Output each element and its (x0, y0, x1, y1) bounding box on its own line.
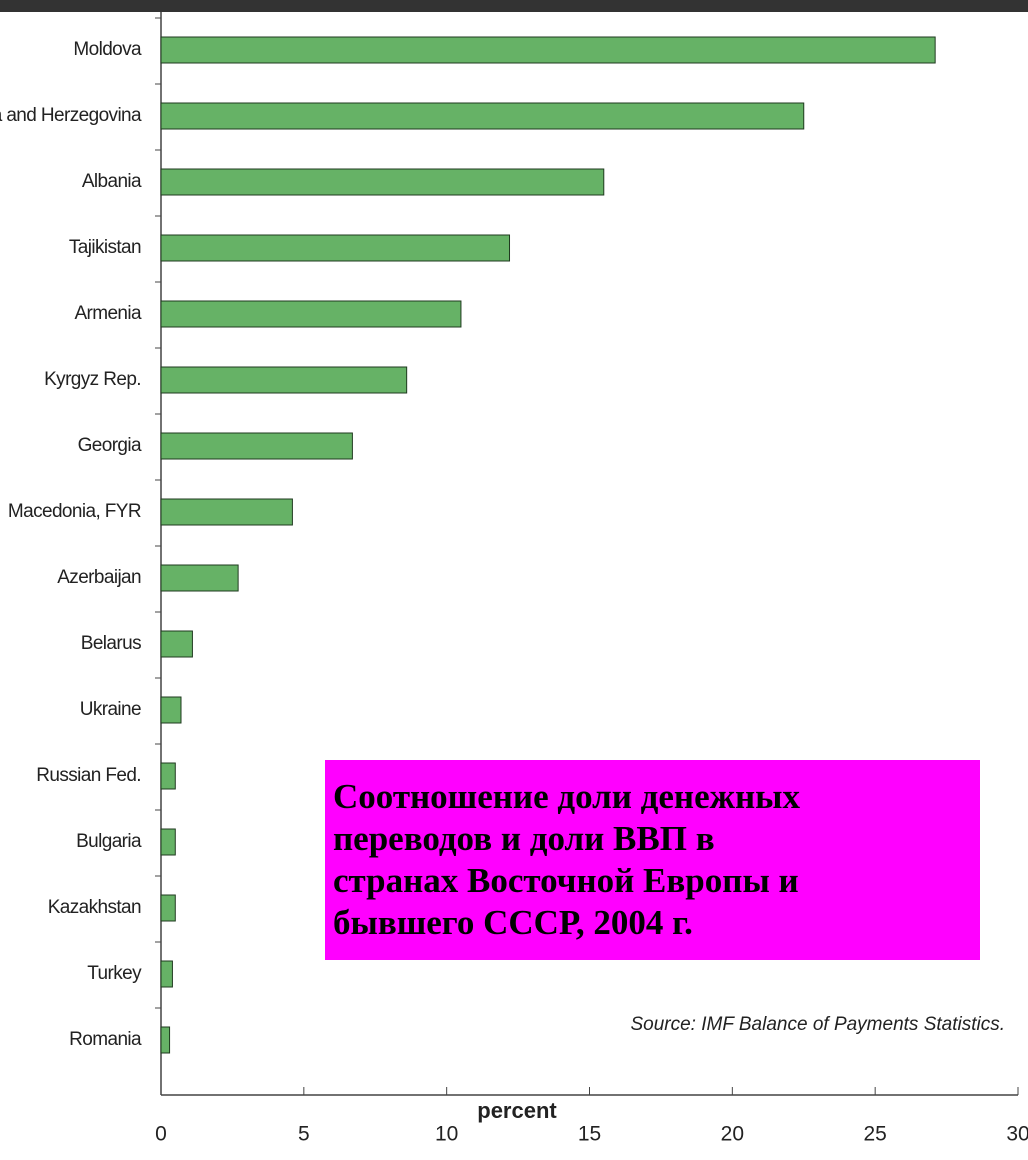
bar (160, 168, 605, 196)
y-tick-label: Ukraine (80, 699, 141, 720)
x-tick-label: 10 (435, 1123, 458, 1146)
y-tick-label: Albania (82, 171, 142, 192)
x-axis-label: percent (477, 1098, 557, 1123)
x-tick-label: 25 (863, 1123, 886, 1146)
bar (160, 894, 176, 922)
source: Source: IMF Balance of Payments Statisti… (630, 1014, 1005, 1035)
y-tick-label: Kyrgyz Rep. (44, 369, 141, 390)
bar (160, 102, 805, 130)
title-box (325, 760, 980, 960)
y-tick-label: Tajikistan (69, 237, 141, 258)
title-line: бывшего СССР, 2004 г. (333, 903, 693, 942)
title-line: странах Восточной Европы и (333, 861, 799, 900)
y-tick-label: Bulgaria (76, 831, 142, 852)
x-tick-label: 15 (578, 1123, 601, 1146)
bar (160, 432, 353, 460)
y-tick-label: Moldova (73, 39, 142, 60)
y-tick-label: Bosnia and Herzegovina (0, 105, 142, 126)
bar (160, 498, 293, 526)
bar (160, 234, 511, 262)
y-tick-label: Turkey (87, 963, 142, 984)
x-tick-label: 30 (1006, 1123, 1028, 1146)
bar (160, 1026, 171, 1054)
y-tick-label: Armenia (74, 303, 142, 324)
bar (160, 696, 182, 724)
bar (160, 366, 408, 394)
bar (160, 300, 462, 328)
x-tick-label: 5 (298, 1123, 310, 1146)
bar (160, 564, 239, 592)
bar (160, 960, 173, 988)
y-tick-label: Russian Fed. (36, 765, 141, 786)
y-tick-label: Belarus (81, 633, 141, 654)
y-tick-label: Romania (69, 1029, 142, 1050)
title-line: Соотношение доли денежных (333, 777, 800, 816)
bar (160, 762, 176, 790)
y-tick-label: Georgia (78, 435, 142, 456)
bar (160, 828, 176, 856)
top-bar (0, 0, 1028, 12)
y-tick-label: Azerbaijan (57, 567, 141, 588)
y-tick-label: Macedonia, FYR (8, 501, 141, 522)
x-tick-label: 20 (721, 1123, 744, 1146)
bar (160, 630, 193, 658)
x-tick-label: 0 (155, 1123, 167, 1146)
y-tick-label: Kazakhstan (48, 897, 141, 918)
title-line: переводов и доли ВВП в (333, 819, 715, 858)
bar (160, 36, 936, 64)
